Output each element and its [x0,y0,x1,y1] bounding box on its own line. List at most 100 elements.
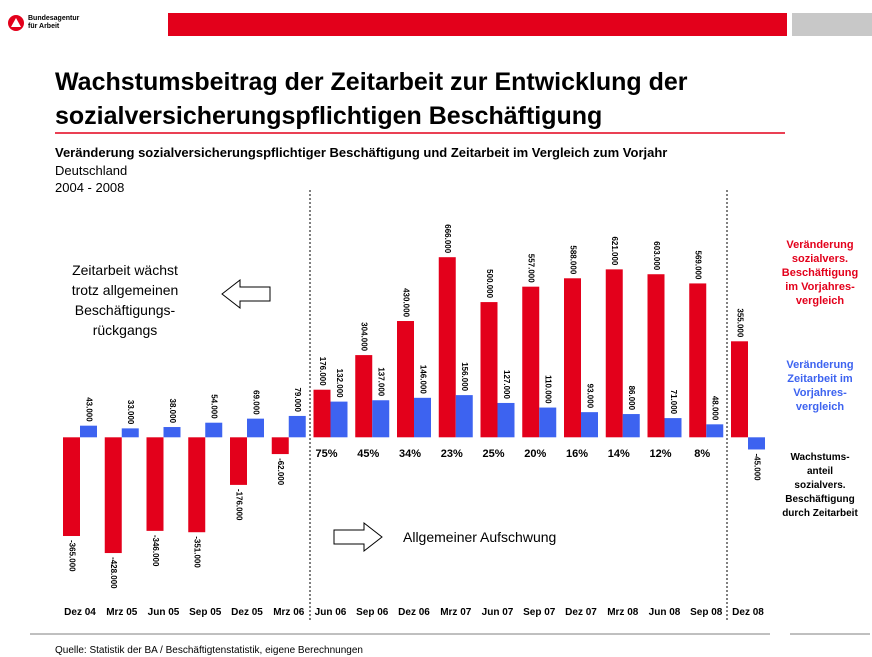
bar [188,437,206,533]
value-label: 621.000 [610,236,619,265]
value-label: 86.000 [627,386,636,411]
x-tick-label: Sep 07 [523,607,556,618]
bar [438,257,456,438]
value-label: 71.000 [669,390,678,415]
bar [205,422,223,438]
bar [497,402,515,438]
value-label: 176.000 [318,357,327,386]
x-tick-label: Dez 05 [231,607,263,618]
value-label: 38.000 [168,399,177,424]
share-label: 16% [566,448,588,460]
bar [355,355,373,438]
bar [330,401,348,438]
legend-label: Veränderung [786,359,853,371]
value-label: -176.000 [234,489,243,521]
legend-label: vergleich [796,401,845,413]
x-tick-label: Sep 05 [189,607,222,618]
x-tick-label: Dez 04 [64,607,96,618]
x-tick-label: Sep 06 [356,607,389,618]
value-label: 603.000 [652,241,661,270]
bar [271,437,289,455]
header-bar [168,13,787,36]
value-label: 43.000 [84,397,93,422]
share-label: 25% [482,448,504,460]
title: sozialversicherungspflichtigen Beschäfti… [55,102,602,130]
value-label: -346.000 [151,535,160,567]
x-tick-label: Jun 05 [148,607,180,618]
bar [605,269,623,438]
logo-icon [8,15,24,31]
share-label: 8% [694,448,710,460]
share-label: 23% [441,448,463,460]
bar [581,412,598,438]
bar [230,437,247,485]
value-label: 48.000 [711,396,720,421]
share-label: 12% [649,448,671,460]
legend-label: Beschäftigung [782,267,858,279]
bar [146,437,164,531]
x-tick-label: Jun 07 [482,607,514,618]
region: Deutschland [55,163,127,178]
arrow-right [333,521,383,553]
bar [247,418,264,438]
bar [480,302,498,438]
share-label: 34% [399,448,421,460]
logo-text: Bundesagentur [28,15,80,22]
legend-label: Zeitarbeit im [787,373,853,385]
value-label: 156.000 [460,362,469,391]
bar [288,415,306,438]
value-label: -351.000 [193,536,202,568]
share-title: durch Zeitarbeit [782,508,858,519]
subtitle: Veränderung sozialversicherungspflichtig… [55,145,667,160]
share-title: sozialvers. [794,480,845,491]
bar [121,428,139,438]
bar [689,283,707,438]
value-label: 110.000 [544,375,553,404]
value-label: 146.000 [418,365,427,394]
legend-label: vergleich [796,295,845,307]
value-label: 500.000 [485,269,494,298]
x-tick-label: Dez 07 [565,607,597,618]
value-label: 569.000 [694,251,703,280]
value-label: -62.000 [276,458,285,486]
title: Wachstumsbeitrag der Zeitarbeit zur Entw… [55,68,688,96]
x-tick-label: Dez 06 [398,607,430,618]
value-label: 127.000 [502,370,511,399]
legend-label: Vorjahres- [793,387,847,399]
value-label: 54.000 [210,394,219,419]
arrow-left [221,278,271,310]
share-label: 75% [315,448,337,460]
x-tick-label: Sep 08 [690,607,723,618]
bar [647,274,665,438]
value-label: 588.000 [568,245,577,274]
x-tick-label: Mrz 07 [440,607,472,618]
bar [622,414,640,438]
bar [414,397,431,438]
share-label: 45% [357,448,379,460]
share-label: 20% [524,448,546,460]
share-title: Beschäftigung [785,494,854,505]
value-label: -45.000 [752,453,761,481]
bar [539,407,557,438]
x-tick-label: Mrz 05 [106,607,138,618]
bar [731,341,748,438]
period: 2004 - 2008 [55,180,124,195]
value-label: -428.000 [109,557,118,589]
value-label: 93.000 [585,384,594,409]
bar [63,437,80,537]
value-label: 430.000 [401,288,410,317]
bar [163,427,181,438]
bar [372,400,390,438]
x-tick-label: Mrz 06 [273,607,305,618]
value-label: 132.000 [335,369,344,398]
annotation: rückgangs [93,322,158,338]
legend-label: Veränderung [786,239,853,251]
share-title: Wachstums- [790,452,849,463]
logo-text: für Arbeit [28,23,60,30]
legend-label: sozialvers. [792,253,848,265]
annotation: trotz allgemeinen [72,282,179,298]
bar [80,425,97,438]
x-tick-label: Mrz 08 [607,607,639,618]
bar [748,437,765,450]
